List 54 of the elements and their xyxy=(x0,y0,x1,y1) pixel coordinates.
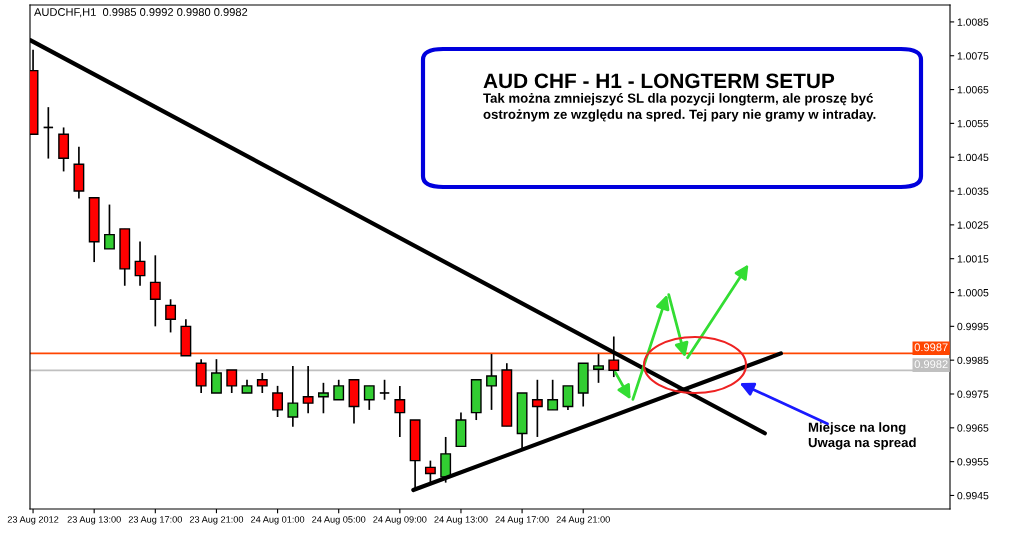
y-tick-label: 1.0025 xyxy=(957,221,989,229)
y-tick-label: 0.9955 xyxy=(957,458,989,466)
x-tick-label: 24 Aug 13:00 xyxy=(434,516,488,525)
candlestick xyxy=(547,378,559,411)
y-tick-label: 0.9985 xyxy=(957,356,989,365)
candlestick xyxy=(378,378,391,401)
candlestick xyxy=(333,378,345,401)
candlestick xyxy=(226,369,238,394)
candlestick xyxy=(211,358,222,394)
y-tick-label: 1.0085 xyxy=(957,18,989,26)
y-tick-label: 1.0035 xyxy=(957,187,989,195)
candlestick xyxy=(302,365,314,415)
y-tick-label: 1.0055 xyxy=(957,119,989,128)
candlestick xyxy=(256,372,268,394)
x-tick-label: 23 Aug 21:00 xyxy=(189,516,244,525)
x-tick-label: 24 Aug 05:00 xyxy=(312,516,366,525)
x-tick-label: 23 Aug 17:00 xyxy=(128,516,182,525)
x-tick-label: 23 Aug 2012 xyxy=(7,516,59,525)
annotation: Miejsce na long Uwaga na spread xyxy=(808,422,916,450)
candlestick xyxy=(608,335,620,378)
y-tick-label: 1.0045 xyxy=(957,153,989,162)
candlestick xyxy=(363,385,375,411)
candlestick xyxy=(195,358,207,394)
x-tick-label: 23 Aug 13:00 xyxy=(67,516,121,525)
candlestick xyxy=(593,353,604,384)
candlestick xyxy=(104,203,115,250)
y-tick-label: 0.9965 xyxy=(957,424,989,432)
y-tick-label: 1.0065 xyxy=(957,86,989,94)
x-tick-label: 24 Aug 01:00 xyxy=(251,516,305,525)
candlestick xyxy=(287,365,299,428)
annotation: AUDCHF,H1 0.9985 0.9992 0.9980 0.9982 xyxy=(34,8,248,18)
candlestick xyxy=(394,385,406,438)
y-tick-label: 0.9975 xyxy=(957,390,989,398)
candlestick xyxy=(149,254,161,328)
text: AUD CHF - H1 - LONGTERM SETUP xyxy=(483,73,835,89)
y-tick-label: 1.0075 xyxy=(957,52,989,60)
candlestick xyxy=(562,385,574,411)
candlestick xyxy=(424,459,436,484)
y-tick-label: 1.0015 xyxy=(957,255,989,263)
candlestick xyxy=(531,378,543,438)
candlestick xyxy=(165,298,177,334)
candlestick xyxy=(272,385,284,418)
candlestick xyxy=(317,381,329,415)
y-tick-label: 0.9945 xyxy=(957,491,989,500)
y-tick-label: 0.9995 xyxy=(957,322,989,331)
x-tick-label: 24 Aug 17:00 xyxy=(495,516,549,525)
x-tick-label: 24 Aug 09:00 xyxy=(373,516,427,525)
candlestick xyxy=(440,436,452,484)
x-tick-label: 24 Aug 21:00 xyxy=(556,516,610,525)
candlestick xyxy=(486,353,497,411)
text: Tak można zmniejszyć SL dla pozycji longterm, ale proszę być ostrożnym ze względu na spred. Tej pary nie gramy w intraday. xyxy=(483,93,876,122)
ref-line-label: 0.9982 xyxy=(914,360,948,369)
ref-line-label: 0.9987 xyxy=(914,343,948,352)
y-tick-label: 1.0005 xyxy=(957,289,989,297)
